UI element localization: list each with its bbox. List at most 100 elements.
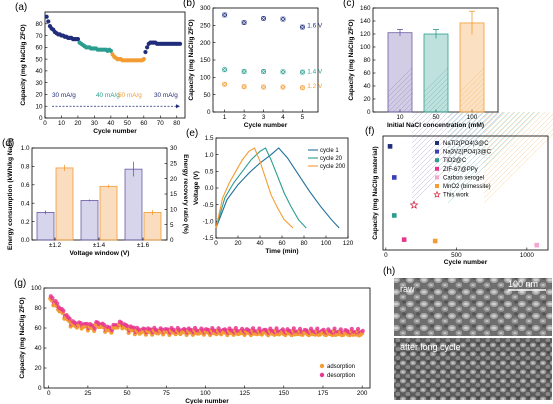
y-tick-label: 0.4 (21, 200, 30, 207)
y-tick-label: 0.6 (21, 182, 30, 189)
photo-label-raw: raw (400, 284, 415, 294)
y-tick-label: 250 (200, 23, 211, 30)
data-point-desorption (119, 320, 124, 325)
bar-c-hatch (447, 111, 460, 124)
bar-c-hatch (447, 111, 530, 194)
bar-c-hatch (474, 102, 485, 113)
x-axis-label: Initial NaCl concentration (mM) (387, 122, 484, 129)
y-tick-label: 50 (203, 92, 211, 99)
x-tick-label: 100 (321, 240, 332, 247)
bar-c-hatch (411, 111, 464, 164)
photo-label-after: after long cycle (400, 342, 461, 352)
y-tick-label: 80 (34, 305, 42, 312)
y-axis-label: Capacity (mg NaCl/g ZFO) (19, 297, 26, 378)
data-point-desorption (67, 316, 72, 321)
bar-c-hatch (447, 111, 470, 134)
bar-c-hatch (411, 111, 419, 119)
data-point-a (143, 49, 148, 55)
bar-c-hatch (447, 111, 455, 119)
x-tick-label: 50 (124, 390, 132, 397)
bar-c-hatch (483, 111, 516, 144)
x-tick-label: 80 (300, 240, 308, 247)
bar-c-hatch (447, 111, 480, 144)
bar-c-hatch (459, 87, 485, 113)
bar-energy (36, 211, 55, 241)
bar-c-hatch (387, 87, 413, 113)
x-tick-label: 5 (301, 114, 305, 121)
panel-label: (h) (383, 266, 395, 277)
bar-c-hatch (447, 111, 535, 199)
y-tick-label: 0 (39, 115, 43, 122)
data-point-a (108, 48, 113, 53)
bar-c-hatch (387, 67, 413, 93)
y-tick-label: 0.2 (21, 219, 30, 226)
y-axis-label: Capacity (mg NaCl/g ZFO) (20, 24, 27, 105)
data-point-b-hatch (260, 15, 267, 22)
bar-c-hatch (411, 111, 489, 189)
rate-annotation: 30 mA/g (52, 92, 76, 99)
panel-a: (a) 0 10 20 30 40 50 60 70 80 0 10 20 30 40 50 60 70 80 Cyc… (15, 2, 186, 135)
bar-c-hatch (447, 111, 465, 129)
bar-c-hatch (447, 111, 490, 154)
bar-c-hatch (483, 111, 551, 179)
x-tick-label: 500 (451, 252, 462, 259)
y-tick-label: 30 (35, 80, 43, 87)
bar-c-hatch (433, 97, 449, 113)
bar-c-hatch (447, 111, 500, 164)
panel-d: (d) ±1.2 ±1.4 ±1.6 0.0 0.2 0.4 0.6 0.8 1.0 Voltage… (2, 138, 189, 257)
x-tick-label: 20 (234, 240, 242, 247)
bar-c-hatch (411, 111, 504, 204)
y2-tick-label: 15 (170, 191, 178, 198)
bar-c-hatch (447, 111, 485, 149)
data-point-desorption (61, 308, 66, 313)
sem-image-after-cycle (394, 338, 552, 400)
plot-frame (212, 7, 319, 113)
bar-c-hatch (447, 111, 510, 174)
bar-energy (124, 168, 143, 241)
bar-c-hatch (407, 107, 413, 113)
bar-c-hatch (483, 111, 506, 134)
panel-label: (e) (186, 128, 198, 139)
bar-c-hatch (411, 111, 439, 139)
data-point-b-hatch (299, 24, 306, 30)
plot-frame (382, 135, 549, 251)
rate-annotation: 40 mA/g (96, 92, 120, 99)
bar-c-hatch (447, 111, 475, 139)
y-tick-label: 20 (363, 96, 371, 103)
scale-bar-label: 100 nm (508, 279, 538, 289)
bar-c-hatch (411, 111, 474, 174)
data-point-b-hatch (241, 19, 247, 26)
x-tick-label: ±1.6 (137, 242, 150, 249)
bar-c-hatch (423, 77, 449, 103)
bar-c-hatch (483, 113, 553, 184)
data-point-f (401, 237, 407, 242)
bar-c-hatch (443, 107, 449, 113)
data-point-desorption (125, 324, 130, 329)
y-axis-label: Energy consumption (kWh/kg NaCl) (7, 138, 14, 250)
y-tick-label: 0.0 (21, 237, 30, 244)
x-tick-label: 60 (140, 120, 148, 127)
bar-c-hatch (411, 111, 499, 199)
x-tick-label: 25 (84, 390, 92, 397)
legend-swatch-f (435, 158, 439, 163)
voltage-label: 1.4 V (307, 68, 323, 75)
x-tick-label: 0 (43, 120, 47, 127)
bar-c-hatch (447, 111, 495, 159)
data-point-desorption (332, 326, 337, 331)
legend-label-g: desorption (327, 373, 355, 379)
bar-c-hatch (483, 118, 553, 189)
y-tick-label: 0.5 (205, 169, 214, 176)
y2-tick-label: 10 (170, 207, 178, 214)
x-tick-label: 80 (173, 120, 181, 127)
bar-c-hatch (464, 92, 485, 113)
bar-c-hatch (423, 82, 449, 108)
data-point-b-hatch (280, 69, 286, 75)
x-tick-label: 75 (163, 390, 171, 397)
bar-c-hatch (447, 111, 540, 204)
x-axis-label: Time (min) (265, 248, 298, 255)
legend-label-f: NaTi2(PO4)3@C (443, 141, 489, 147)
x-tick-label: 70 (157, 120, 165, 127)
bar-c-hatch (387, 77, 413, 103)
y-tick-label: 20 (34, 365, 42, 372)
